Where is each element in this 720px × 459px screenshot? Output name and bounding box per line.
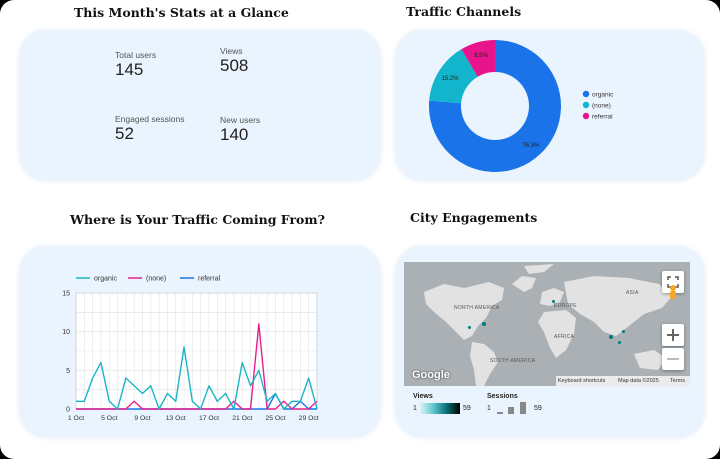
sessions-legend-title: Sessions [487, 393, 518, 400]
map-label-north-america: NORTH AMERICA [454, 305, 500, 311]
map-data-credit: Map data ©2025 [618, 378, 659, 384]
y-tick-label: 0 [66, 407, 70, 414]
total-users-label: Total users [115, 50, 157, 60]
series-line-organic[interactable] [76, 346, 318, 410]
legend-swatch [582, 90, 590, 98]
traffic-origin-title: Where is Your Traffic Coming From? [70, 212, 325, 227]
pegman-icon [670, 285, 676, 299]
map-label-south-america: SOUTH AMERICA [490, 358, 536, 364]
y-tick-label: 5 [66, 368, 70, 375]
map-marker[interactable] [482, 322, 486, 326]
stats-card: Total users 145 Views 508 Engaged sessio… [20, 31, 380, 180]
engaged-sessions-value: 52 [115, 124, 134, 143]
traffic-channels-chart: 76.3% 15.2% 8.5% organic (none) referral [429, 40, 614, 172]
sessions-size-scale [497, 402, 526, 414]
sessions-legend-min: 1 [487, 405, 491, 412]
map-landmass [424, 264, 672, 386]
map-label-europe: EUROPE [554, 303, 577, 309]
minus-icon [667, 358, 679, 360]
map-marker[interactable] [622, 330, 625, 333]
views-legend-title: Views [413, 393, 433, 400]
x-tick-label: 17 Oct [199, 415, 219, 422]
x-tick-label: 21 Oct [232, 415, 252, 422]
views-label: Views [220, 46, 243, 56]
x-tick-label: 9 Oct [134, 415, 150, 422]
map-marker[interactable] [618, 341, 621, 344]
views-legend-max: 59 [463, 405, 471, 412]
pie-slice-referral[interactable] [461, 40, 495, 77]
street-view-pegman[interactable] [662, 279, 684, 301]
map-marker[interactable] [609, 335, 613, 339]
engaged-sessions-label: Engaged sessions [115, 114, 185, 124]
y-tick-label: 15 [62, 291, 70, 298]
google-logo: Google [412, 369, 450, 381]
y-tick-label: 10 [62, 329, 70, 336]
new-users-label: New users [220, 115, 261, 125]
sessions-legend-max: 59 [534, 405, 542, 412]
views-legend-min: 1 [413, 405, 417, 412]
map-marker[interactable] [552, 300, 555, 303]
series-line-none[interactable] [76, 323, 318, 410]
map-footer: Keyboard shortcuts Map data ©2025 Terms [556, 376, 690, 386]
legend-label: referral [592, 114, 613, 121]
legend-label: (none) [146, 276, 166, 283]
zoom-out-button[interactable] [662, 348, 684, 370]
views-color-scale [420, 403, 460, 414]
legend-label: organic [94, 276, 117, 283]
x-tick-label: 25 Oct [265, 415, 285, 422]
traffic-origin-chart: 0 5 10 15 1 Oct 5 Oct 9 Oct 13 Oct 17 Oct 21 Oct 2… [62, 276, 319, 423]
legend-swatch [582, 101, 590, 109]
fullscreen-icon [667, 276, 679, 288]
x-tick-label: 1 Oct [68, 415, 84, 422]
pie-slice-label: 15.2% [442, 76, 460, 82]
zoom-in-button[interactable] [662, 324, 684, 346]
pie-slice-label: 76.3% [522, 143, 540, 149]
pie-slice-organic[interactable] [429, 40, 561, 172]
x-tick-label: 5 Oct [101, 415, 117, 422]
terms-link[interactable]: Terms [670, 378, 685, 384]
plus-icon [667, 329, 679, 341]
city-title: City Engagements [410, 210, 538, 225]
world-map[interactable]: NORTH AMERICA EUROPE ASIA AFRICA SOUTH A… [404, 262, 690, 386]
pie-slice-label: 8.5% [474, 53, 488, 59]
fullscreen-button[interactable] [662, 271, 684, 293]
map-label-africa: AFRICA [554, 334, 575, 340]
legend-label: referral [198, 276, 221, 283]
x-tick-label: 29 Oct [299, 415, 319, 422]
total-users-value: 145 [115, 60, 144, 79]
legend-swatch [582, 112, 590, 120]
legend-label: organic [592, 92, 614, 99]
x-tick-label: 13 Oct [166, 415, 186, 422]
map-label-asia: ASIA [626, 290, 639, 296]
stats-title: This Month's Stats at a Glance [74, 5, 289, 20]
legend-label: (none) [592, 103, 611, 110]
keyboard-shortcuts-link[interactable]: Keyboard shortcuts [558, 378, 606, 384]
traffic-channels-title: Traffic Channels [406, 4, 522, 19]
views-value: 508 [220, 56, 249, 75]
new-users-value: 140 [220, 125, 249, 144]
map-marker[interactable] [468, 326, 471, 329]
pie-slice-none[interactable] [429, 49, 478, 104]
